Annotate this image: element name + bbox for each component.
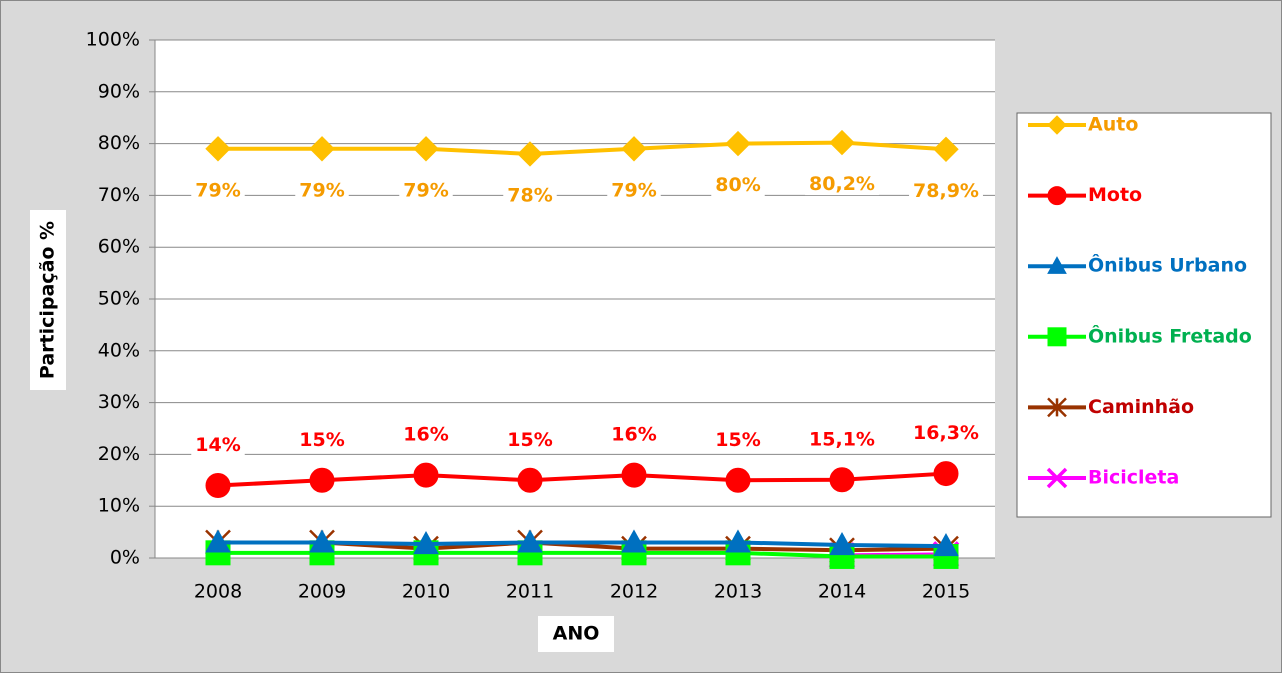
marker <box>829 467 855 493</box>
x-tick-label: 2008 <box>194 581 242 603</box>
series-line <box>218 540 947 549</box>
legend-box <box>1016 112 1272 518</box>
data-label-bg <box>607 423 661 446</box>
data-label: 80% <box>715 174 760 196</box>
marker <box>1047 327 1067 347</box>
data-label: 15,1% <box>809 428 875 450</box>
marker <box>205 472 231 498</box>
data-label: 15% <box>715 429 760 451</box>
y-tick-label: 90% <box>98 80 140 102</box>
x-axis-label: ANO <box>553 623 600 645</box>
data-label-bg <box>805 428 879 451</box>
marker <box>205 136 231 162</box>
y-tick-label: 10% <box>98 495 140 517</box>
marker <box>933 461 959 487</box>
series-line <box>218 550 946 559</box>
marker <box>1047 397 1067 418</box>
data-label: 80,2% <box>809 173 875 195</box>
data-label: 16% <box>611 424 656 446</box>
x-tick-label: 2012 <box>610 581 658 603</box>
marker <box>829 129 855 156</box>
marker <box>309 529 335 553</box>
legend-label: Bicicleta <box>1088 467 1179 489</box>
marker <box>725 467 751 493</box>
data-label-bg <box>399 179 453 202</box>
y-axis-label: Participação % <box>37 221 59 379</box>
marker <box>1047 256 1067 274</box>
data-label-bg <box>191 179 245 202</box>
marker <box>621 462 647 488</box>
data-label: 78% <box>507 184 552 206</box>
y-tick-label: 50% <box>98 288 140 310</box>
marker <box>413 136 439 162</box>
marker <box>725 529 751 553</box>
marker <box>309 467 335 493</box>
x-tick-label: 2013 <box>714 581 762 603</box>
data-label-bg <box>711 174 765 197</box>
data-label: 78,9% <box>913 180 979 202</box>
data-label-bg <box>503 428 557 451</box>
marker <box>621 529 647 553</box>
data-label: 79% <box>611 179 656 201</box>
data-label-bg <box>805 173 879 196</box>
data-label: 79% <box>299 179 344 201</box>
marker <box>517 529 543 553</box>
marker <box>933 136 959 163</box>
data-label-bg <box>607 179 661 202</box>
x-tick-label: 2015 <box>922 581 970 603</box>
marker <box>517 467 543 493</box>
y-tick-label: 70% <box>98 184 140 206</box>
data-label-bg <box>503 184 557 207</box>
series-line <box>217 471 947 488</box>
data-label: 79% <box>403 179 448 201</box>
marker <box>413 530 439 555</box>
x-tick-label: 2009 <box>298 581 346 603</box>
marker <box>1046 467 1068 489</box>
legend-label: Ônibus Fretado <box>1088 323 1252 347</box>
x-tick-label: 2011 <box>506 581 554 603</box>
data-label: 15% <box>299 429 344 451</box>
data-label-bg <box>909 422 983 445</box>
y-tick-label: 100% <box>86 29 140 51</box>
marker <box>205 529 231 553</box>
data-label: 15% <box>507 429 552 451</box>
y-tick-label: 30% <box>98 391 140 413</box>
data-label-bg <box>295 428 349 451</box>
data-label-bg <box>711 428 765 451</box>
y-tick-label: 80% <box>98 132 140 154</box>
legend-label: Moto <box>1088 184 1142 206</box>
marker <box>309 136 335 162</box>
data-label: 79% <box>195 179 240 201</box>
data-label: 16,3% <box>913 422 979 444</box>
data-label: 14% <box>195 434 240 456</box>
legend-label: Auto <box>1088 114 1138 136</box>
x-label-box <box>538 616 614 652</box>
y-tick-label: 20% <box>98 443 140 465</box>
legend-label: Caminhão <box>1088 396 1194 418</box>
data-label-bg <box>295 179 349 202</box>
series-line <box>218 140 947 156</box>
y-label-box <box>30 210 66 390</box>
y-tick-label: 60% <box>98 236 140 258</box>
marker <box>725 130 751 157</box>
marker <box>621 136 647 162</box>
marker <box>1047 186 1067 206</box>
marker <box>413 462 439 488</box>
data-label: 16% <box>403 424 448 446</box>
y-tick-label: 40% <box>98 339 140 361</box>
legend-label: Ônibus Urbano <box>1088 253 1247 277</box>
y-tick-label: 0% <box>110 547 140 569</box>
marker <box>829 532 855 556</box>
marker <box>517 141 543 167</box>
marker <box>1047 115 1067 135</box>
data-label-bg <box>191 433 245 456</box>
marker <box>933 533 959 557</box>
x-tick-label: 2010 <box>402 581 450 603</box>
data-label-bg <box>909 179 983 202</box>
x-tick-label: 2014 <box>818 581 866 603</box>
data-label-bg <box>399 423 453 446</box>
